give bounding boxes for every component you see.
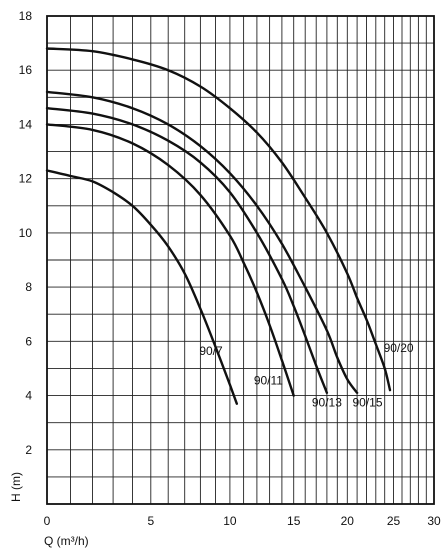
curve-90-7 bbox=[45, 169, 238, 405]
y-tick-label: 4 bbox=[25, 389, 32, 403]
x-tick-label: 15 bbox=[287, 514, 301, 528]
curve-90-15 bbox=[45, 90, 359, 394]
x-tick-label: 30 bbox=[427, 514, 441, 528]
y-tick-label: 8 bbox=[25, 280, 32, 294]
x-tick-label: 10 bbox=[223, 514, 237, 528]
curve-label-90-20: 90/20 bbox=[384, 341, 414, 355]
y-tick-label: 16 bbox=[19, 63, 33, 77]
y-tick-label: 6 bbox=[25, 334, 32, 348]
curve-90-20 bbox=[45, 47, 392, 392]
x-tick-label: 25 bbox=[387, 514, 401, 528]
curve-label-90-13: 90/13 bbox=[312, 395, 342, 409]
curve-labels: 90/7 90/11 90/13 90/15 90/20 bbox=[199, 341, 414, 409]
curve-label-90-7: 90/7 bbox=[199, 344, 223, 358]
y-axis-label: H (m) bbox=[9, 472, 23, 502]
y-tick-label: 12 bbox=[19, 172, 33, 186]
curve-90-13 bbox=[45, 107, 329, 394]
curve-label-90-11: 90/11 bbox=[254, 374, 283, 388]
curves bbox=[45, 47, 392, 405]
x-axis-label: Q (m³/h) bbox=[44, 534, 89, 548]
curve-90-11 bbox=[45, 123, 295, 397]
y-tick-label: 10 bbox=[19, 226, 33, 240]
y-tick-label: 18 bbox=[19, 9, 33, 23]
tick-labels: 0 5 10 15 20 25 30 2 4 6 8 10 12 14 16 18 bbox=[19, 9, 441, 528]
y-tick-label: 14 bbox=[19, 117, 33, 131]
x-tick-label: 20 bbox=[341, 514, 355, 528]
x-tick-label: 5 bbox=[147, 514, 154, 528]
plot-frame bbox=[46, 15, 435, 505]
grid bbox=[47, 16, 434, 504]
y-tick-label: 2 bbox=[25, 443, 32, 457]
x-tick-label: 0 bbox=[44, 514, 51, 528]
curve-label-90-15: 90/15 bbox=[352, 395, 382, 409]
